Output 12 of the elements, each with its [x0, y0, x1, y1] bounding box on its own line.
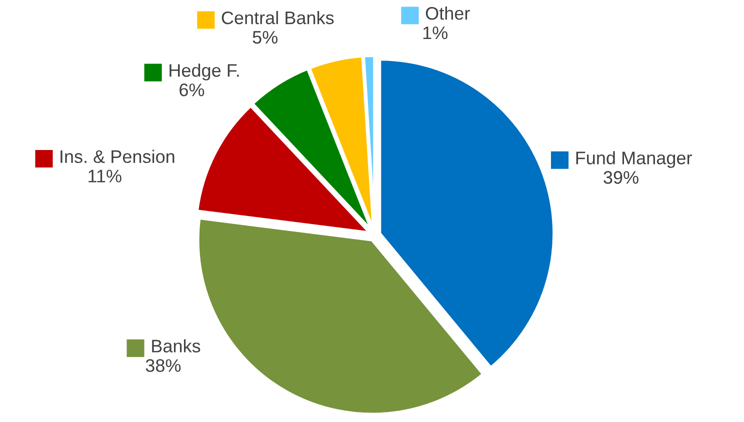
data-label: 39% [604, 171, 638, 184]
legend-label: Banks [152, 339, 200, 352]
legend-label: Other [426, 6, 470, 20]
legend-label: Central Banks [222, 10, 334, 24]
legend-label: Ins. & Pension [60, 150, 174, 164]
data-label: 6% [180, 84, 204, 96]
data-label: 5% [252, 30, 278, 44]
legend-label: Hedge F. [170, 64, 239, 80]
legend-label: Fund Manager [576, 151, 692, 168]
data-label: 38% [146, 359, 181, 372]
data-label: 11% [88, 170, 122, 182]
data-label: 1% [423, 26, 448, 40]
